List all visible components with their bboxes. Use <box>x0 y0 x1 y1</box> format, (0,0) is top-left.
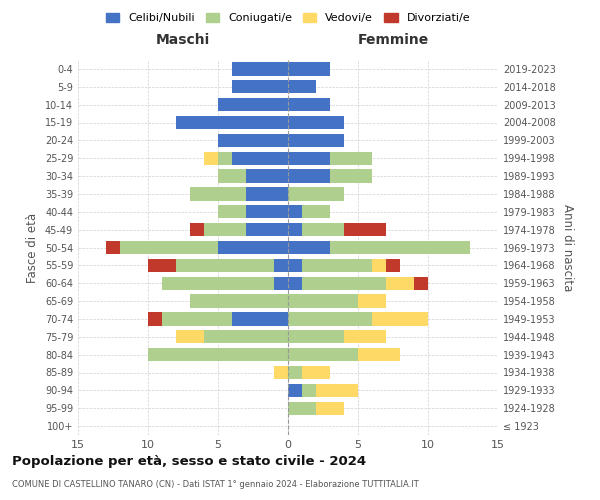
Bar <box>288 258 302 272</box>
Bar <box>218 152 232 165</box>
Bar <box>288 402 316 415</box>
Bar <box>288 152 330 165</box>
Text: COMUNE DI CASTELLINO TANARO (CN) - Dati ISTAT 1° gennaio 2024 - Elaborazione TUT: COMUNE DI CASTELLINO TANARO (CN) - Dati … <box>12 480 419 489</box>
Bar <box>288 330 344 344</box>
Y-axis label: Anni di nascita: Anni di nascita <box>561 204 574 291</box>
Bar <box>148 312 162 326</box>
Bar <box>246 170 288 183</box>
Bar <box>274 258 288 272</box>
Bar <box>148 258 176 272</box>
Bar <box>246 187 288 200</box>
Bar <box>218 170 246 183</box>
Bar <box>176 330 204 344</box>
Bar <box>288 116 344 129</box>
Y-axis label: Fasce di età: Fasce di età <box>26 212 39 282</box>
Bar <box>288 98 330 112</box>
Bar <box>218 205 246 218</box>
Bar <box>204 223 246 236</box>
Bar <box>246 205 288 218</box>
Bar <box>288 223 302 236</box>
Bar <box>302 258 372 272</box>
Bar <box>218 241 288 254</box>
Bar <box>232 152 288 165</box>
Bar <box>106 241 120 254</box>
Text: Maschi: Maschi <box>156 34 210 48</box>
Bar <box>162 276 274 290</box>
Bar <box>288 80 316 94</box>
Bar <box>274 276 288 290</box>
Bar <box>162 312 232 326</box>
Bar <box>288 241 330 254</box>
Bar <box>316 402 344 415</box>
Bar <box>232 312 288 326</box>
Bar <box>372 258 386 272</box>
Bar <box>148 348 288 362</box>
Text: Femmine: Femmine <box>358 34 428 48</box>
Bar <box>190 223 204 236</box>
Bar <box>176 258 274 272</box>
Bar <box>330 152 372 165</box>
Bar <box>246 223 288 236</box>
Bar <box>204 152 218 165</box>
Bar <box>218 98 288 112</box>
Bar <box>288 294 358 308</box>
Bar <box>288 62 330 76</box>
Bar <box>330 241 470 254</box>
Bar <box>176 116 288 129</box>
Bar <box>232 80 288 94</box>
Bar <box>302 384 316 397</box>
Bar <box>204 330 288 344</box>
Bar <box>302 366 330 379</box>
Bar <box>386 276 414 290</box>
Bar <box>358 348 400 362</box>
Bar <box>218 134 288 147</box>
Bar <box>288 366 302 379</box>
Bar <box>232 62 288 76</box>
Legend: Celibi/Nubili, Coniugati/e, Vedovi/e, Divorziati/e: Celibi/Nubili, Coniugati/e, Vedovi/e, Di… <box>101 8 475 28</box>
Bar <box>120 241 218 254</box>
Bar <box>288 384 302 397</box>
Bar <box>344 330 386 344</box>
Bar <box>302 205 330 218</box>
Bar <box>288 312 372 326</box>
Bar <box>330 170 372 183</box>
Bar <box>288 205 302 218</box>
Bar <box>288 276 302 290</box>
Bar <box>372 312 428 326</box>
Bar <box>288 348 358 362</box>
Bar <box>358 294 386 308</box>
Bar <box>386 258 400 272</box>
Bar <box>344 223 386 236</box>
Bar <box>288 187 344 200</box>
Bar <box>302 276 386 290</box>
Bar <box>190 187 246 200</box>
Bar <box>414 276 428 290</box>
Bar <box>316 384 358 397</box>
Text: Popolazione per età, sesso e stato civile - 2024: Popolazione per età, sesso e stato civil… <box>12 455 366 468</box>
Bar <box>302 223 344 236</box>
Bar <box>288 134 344 147</box>
Bar <box>274 366 288 379</box>
Bar <box>288 170 330 183</box>
Bar <box>190 294 288 308</box>
